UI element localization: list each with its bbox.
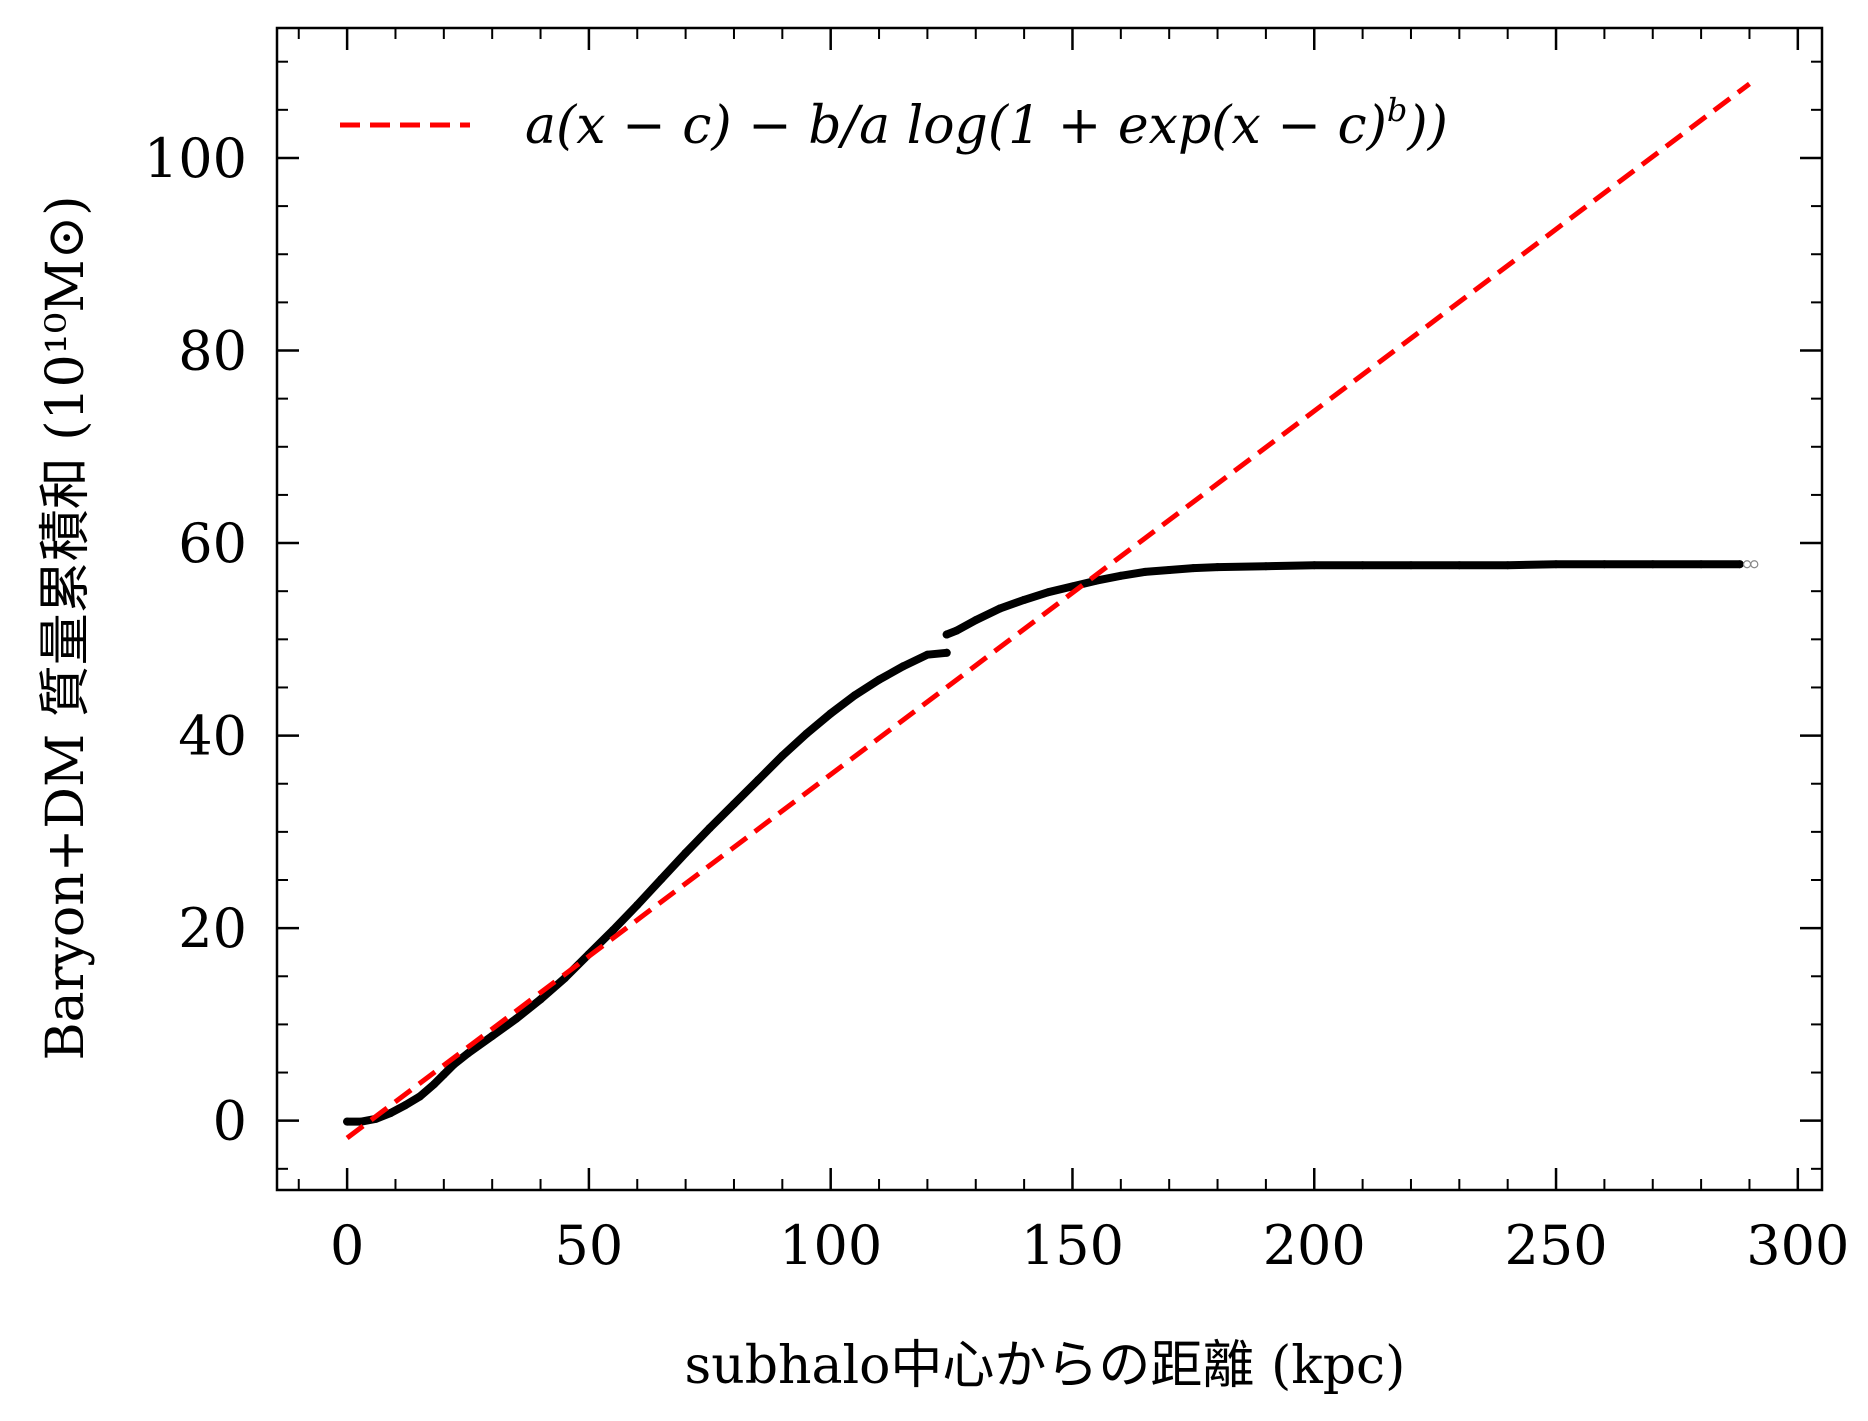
data-point xyxy=(415,1092,424,1101)
data-point xyxy=(850,691,859,700)
data-point xyxy=(1020,595,1029,604)
ticks-layer xyxy=(277,28,1822,1190)
data-point xyxy=(430,1080,439,1089)
data-point xyxy=(942,630,951,639)
data-point xyxy=(1600,560,1609,569)
data-point xyxy=(942,648,951,657)
legend-fit-label-end: )) xyxy=(1406,96,1448,156)
x-tick-label: 50 xyxy=(555,1214,624,1277)
x-tick-label: 100 xyxy=(779,1214,882,1277)
data-point xyxy=(536,995,545,1004)
data-point xyxy=(1735,560,1744,569)
data-point xyxy=(633,901,642,909)
legend-fit-label-main: a(x − c) − b/a log(1 + exp(x − c) xyxy=(525,96,1387,156)
data-point xyxy=(401,1101,410,1110)
data-point xyxy=(1648,560,1657,569)
data-point xyxy=(464,1049,472,1058)
data-point xyxy=(1407,561,1415,570)
data-point xyxy=(449,1060,458,1069)
data-point xyxy=(1141,567,1149,576)
data-point xyxy=(657,875,666,883)
data-point xyxy=(730,800,738,808)
data-point xyxy=(1189,564,1198,573)
data-point xyxy=(754,775,763,784)
data-point xyxy=(1116,571,1125,580)
x-tick-label: 200 xyxy=(1263,1214,1366,1277)
tick-labels: 0 50 100 150 200 250 300 0 20 40 60 80 100 xyxy=(144,127,1849,1277)
data-point xyxy=(1503,561,1512,570)
data-point xyxy=(512,1014,521,1023)
y-tick-label: 20 xyxy=(178,897,247,960)
legend: a(x − c) − b/a log(1 + exp(x − c)b)) xyxy=(340,91,1448,156)
data-point xyxy=(778,751,787,760)
y-tick-label: 80 xyxy=(178,320,247,383)
data-point xyxy=(899,662,908,671)
x-tick-label: 300 xyxy=(1746,1214,1849,1277)
y-tick-label: 60 xyxy=(178,512,247,575)
data-point xyxy=(681,849,690,857)
y-axis-label: Baryon+DM 質量累積和 (10¹⁰M⊙) xyxy=(36,195,96,1060)
data-point xyxy=(1261,562,1270,571)
y-tick-label: 0 xyxy=(213,1090,247,1153)
data-point xyxy=(923,650,932,659)
plot-frame xyxy=(275,26,1824,1192)
data-point xyxy=(1310,561,1319,570)
data-point xyxy=(971,616,980,625)
x-tick-label: 0 xyxy=(330,1214,364,1277)
data-layer xyxy=(343,560,1759,1126)
data-point xyxy=(995,604,1004,613)
data-point xyxy=(1697,560,1706,569)
y-tick-label: 40 xyxy=(178,705,247,768)
x-tick-label: 150 xyxy=(1021,1214,1124,1277)
data-point xyxy=(488,1032,497,1040)
data-point xyxy=(1213,563,1222,572)
data-point xyxy=(357,1117,366,1126)
data-point xyxy=(1044,588,1053,597)
x-tick-label: 250 xyxy=(1504,1214,1607,1277)
data-point xyxy=(609,926,618,935)
data-point xyxy=(560,974,569,983)
legend-fit-label: a(x − c) − b/a log(1 + exp(x − c)b)) xyxy=(525,91,1448,156)
data-point xyxy=(826,709,835,718)
data-point xyxy=(386,1109,395,1117)
data-point xyxy=(952,626,961,635)
data-point xyxy=(1165,566,1174,574)
y-tick-label: 100 xyxy=(144,127,247,190)
data-point xyxy=(1455,561,1464,570)
legend-fit-label-sup: b xyxy=(1387,91,1407,129)
fit-line xyxy=(345,81,1751,1141)
data-point-faint xyxy=(1750,560,1759,569)
data-point xyxy=(802,729,811,738)
data-point xyxy=(1552,560,1560,569)
data-point xyxy=(343,1117,352,1126)
data-curve-segment xyxy=(942,560,1744,639)
data-point xyxy=(439,1070,448,1079)
data-point xyxy=(875,675,883,684)
data-point xyxy=(1358,561,1367,570)
x-axis-label: subhalo中心からの距離 (kpc) xyxy=(685,1336,1406,1396)
fit-line-layer xyxy=(345,81,1751,1141)
data-point xyxy=(705,824,714,832)
